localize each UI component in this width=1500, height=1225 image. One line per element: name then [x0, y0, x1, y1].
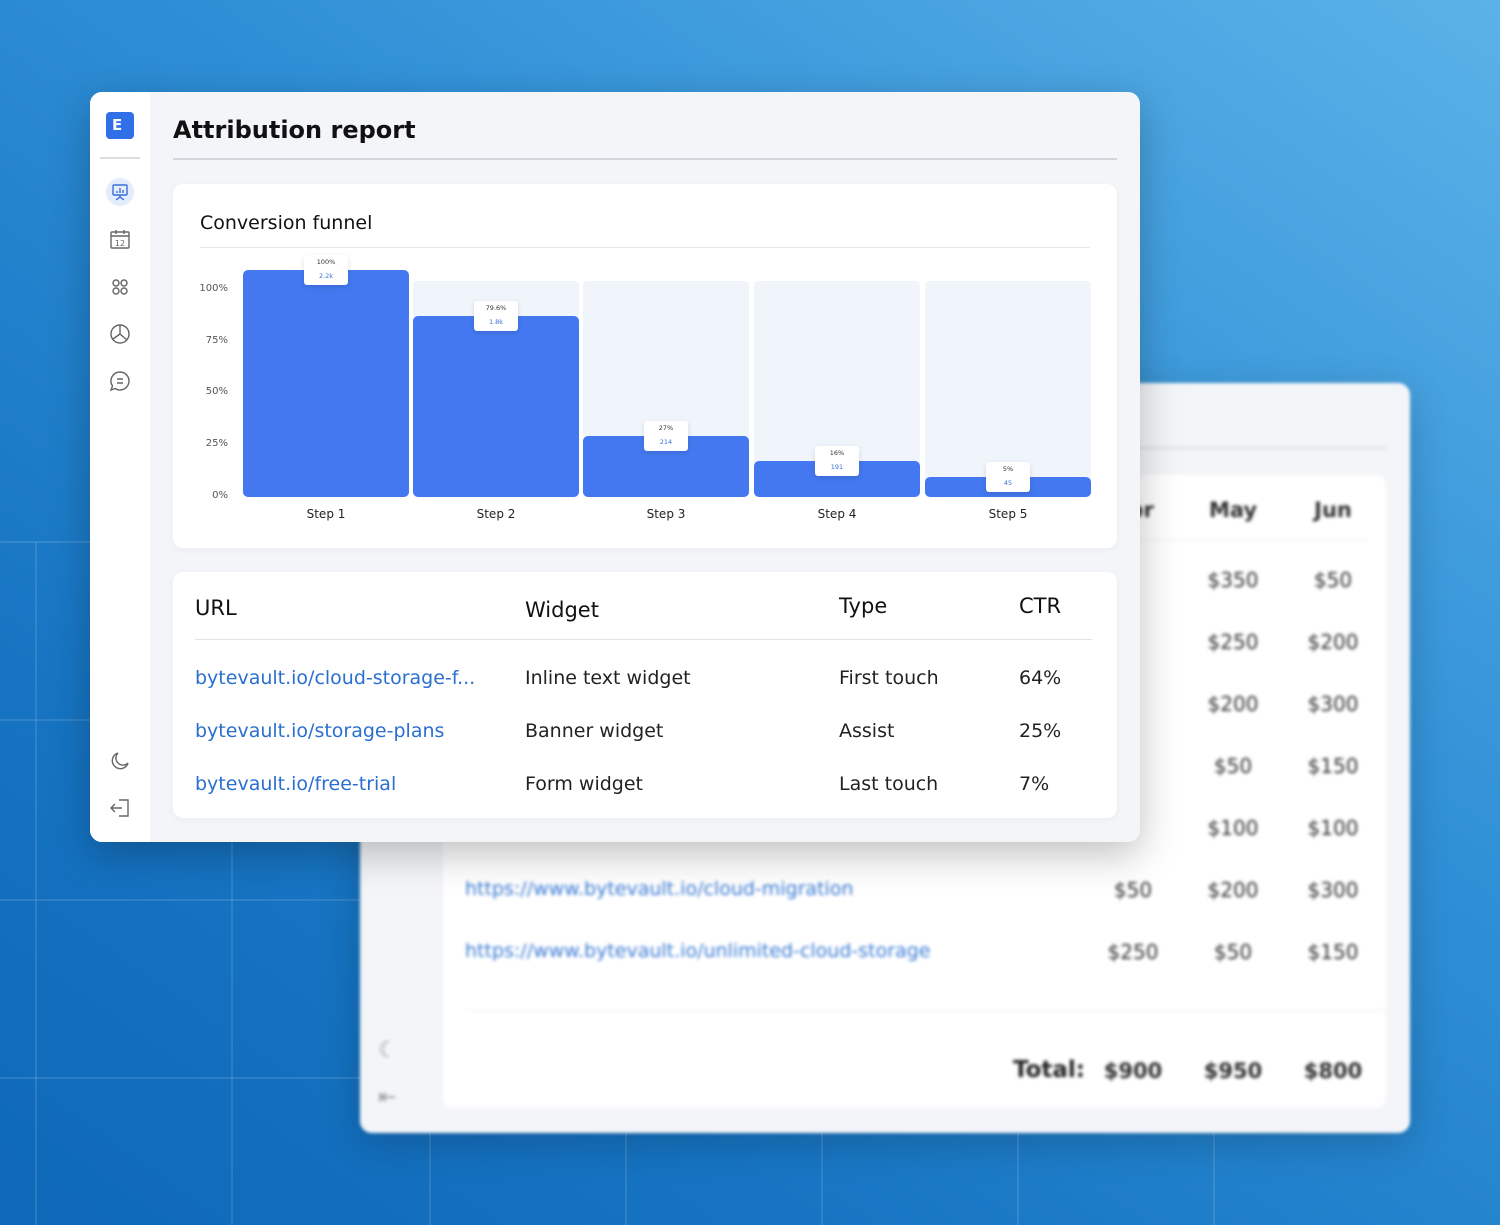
column-header-ctr[interactable]: CTR	[1019, 594, 1062, 618]
page-title: Attribution report	[173, 116, 416, 144]
url-link[interactable]: bytevault.io/free-trial	[195, 773, 397, 795]
y-tick-label: 75%	[205, 334, 228, 346]
value-cell: $100	[1307, 816, 1359, 840]
value-cell: $150	[1307, 940, 1359, 964]
percent-label: 27%	[658, 423, 674, 432]
logout-icon[interactable]	[106, 794, 134, 822]
value-cell: $200	[1207, 692, 1259, 716]
x-tick-label: Step 5	[988, 507, 1028, 521]
y-tick-label: 100%	[199, 283, 228, 294]
value-cell: $300	[1307, 692, 1359, 716]
count-label: 1.8k	[488, 318, 504, 327]
type-cell: Assist	[839, 720, 895, 742]
url-link: https://www.bytevault.io/cloud-migration	[465, 878, 854, 900]
funnel-bar[interactable]	[413, 316, 579, 497]
value-cell: $350	[1207, 568, 1259, 592]
bar-data-label: 100% 2.2k	[304, 255, 348, 285]
url-link[interactable]: bytevault.io/cloud-storage-f...	[195, 667, 476, 689]
total-value: $800	[1303, 1059, 1363, 1083]
url-link[interactable]: bytevault.io/storage-plans	[195, 720, 445, 742]
value-cell: $50	[1313, 568, 1353, 592]
ctr-cell: 25%	[1019, 720, 1062, 742]
value-cell: $300	[1307, 878, 1359, 902]
bar-data-label: 27% 214	[644, 420, 688, 451]
value-cell: $200	[1207, 878, 1259, 902]
type-cell: First touch	[839, 667, 939, 689]
value-cell: $50	[1213, 940, 1253, 964]
value-cell: $200	[1307, 630, 1359, 654]
count-label: 45	[1003, 479, 1013, 487]
type-cell: Last touch	[839, 773, 939, 795]
column-header-url[interactable]: URL	[195, 596, 237, 620]
bar-data-label: 16% 191	[815, 445, 859, 476]
month-header: May	[1208, 498, 1258, 522]
value-cell: $250	[1207, 630, 1259, 654]
column-header-widget[interactable]: Widget	[525, 598, 599, 622]
value-cell: $150	[1307, 754, 1359, 778]
month-header: Jun	[1314, 498, 1352, 522]
url-link: https://www.bytevault.io/unlimited-cloud…	[465, 940, 931, 962]
total-label: Total:	[1012, 1057, 1085, 1083]
percent-label: 100%	[316, 258, 336, 266]
column-header-type[interactable]: Type	[839, 594, 888, 618]
funnel-column-bg	[925, 281, 1091, 497]
presentation-chart-icon[interactable]	[106, 178, 134, 206]
value-cell: $50	[1213, 754, 1253, 778]
bar-data-label: 5% 45	[986, 462, 1030, 492]
moon-icon: ☾	[378, 1038, 398, 1063]
chat-icon[interactable]	[106, 367, 134, 395]
widget-cell: Banner widget	[525, 720, 664, 742]
calendar-icon[interactable]: 12	[106, 225, 134, 253]
pie-chart-icon[interactable]	[106, 320, 134, 348]
y-tick-label: 50%	[205, 386, 228, 398]
app-logo[interactable]: E	[106, 112, 134, 139]
funnel-bar[interactable]	[243, 270, 409, 497]
y-tick-label: 25%	[205, 438, 228, 450]
svg-text:12: 12	[115, 239, 125, 248]
count-label: 191	[830, 462, 844, 471]
count-label: 2.2k	[318, 272, 334, 280]
attribution-report-window: E 12 Attribution report Conversion funne…	[90, 92, 1140, 842]
total-value: $900	[1103, 1059, 1163, 1083]
percent-label: 16%	[829, 448, 845, 457]
x-tick-label: Step 3	[646, 507, 686, 521]
value-cell: $50	[1113, 878, 1153, 902]
sidebar: E 12	[90, 92, 150, 842]
widget-cell: Form widget	[525, 773, 643, 795]
attribution-table: URL Widget Type CTR bytevault.io/cloud-s…	[173, 572, 1117, 818]
ctr-cell: 64%	[1019, 667, 1062, 689]
y-tick-label: 0%	[212, 489, 228, 501]
x-tick-label: Step 1	[306, 507, 346, 521]
chart-title: Conversion funnel	[200, 212, 373, 234]
bar-data-label: 79.6% 1.8k	[474, 301, 518, 332]
x-tick-label: Step 4	[817, 507, 857, 521]
conversion-funnel-card: Conversion funnel 100% 75% 50% 25% 0% 100% 2.2…	[173, 184, 1117, 548]
widget-cell: Inline text widget	[525, 667, 691, 689]
x-tick-label: Step 2	[476, 507, 516, 521]
percent-label: 79.6%	[485, 304, 507, 313]
value-cell: $250	[1107, 940, 1159, 964]
percent-label: 5%	[1002, 465, 1014, 473]
count-label: 214	[659, 437, 673, 446]
apps-icon[interactable]	[106, 273, 134, 301]
total-value: $950	[1203, 1059, 1263, 1083]
ctr-cell: 7%	[1019, 773, 1050, 795]
logout-icon: ⇤	[378, 1085, 397, 1110]
moon-icon[interactable]	[106, 747, 134, 775]
value-cell: $100	[1207, 816, 1259, 840]
